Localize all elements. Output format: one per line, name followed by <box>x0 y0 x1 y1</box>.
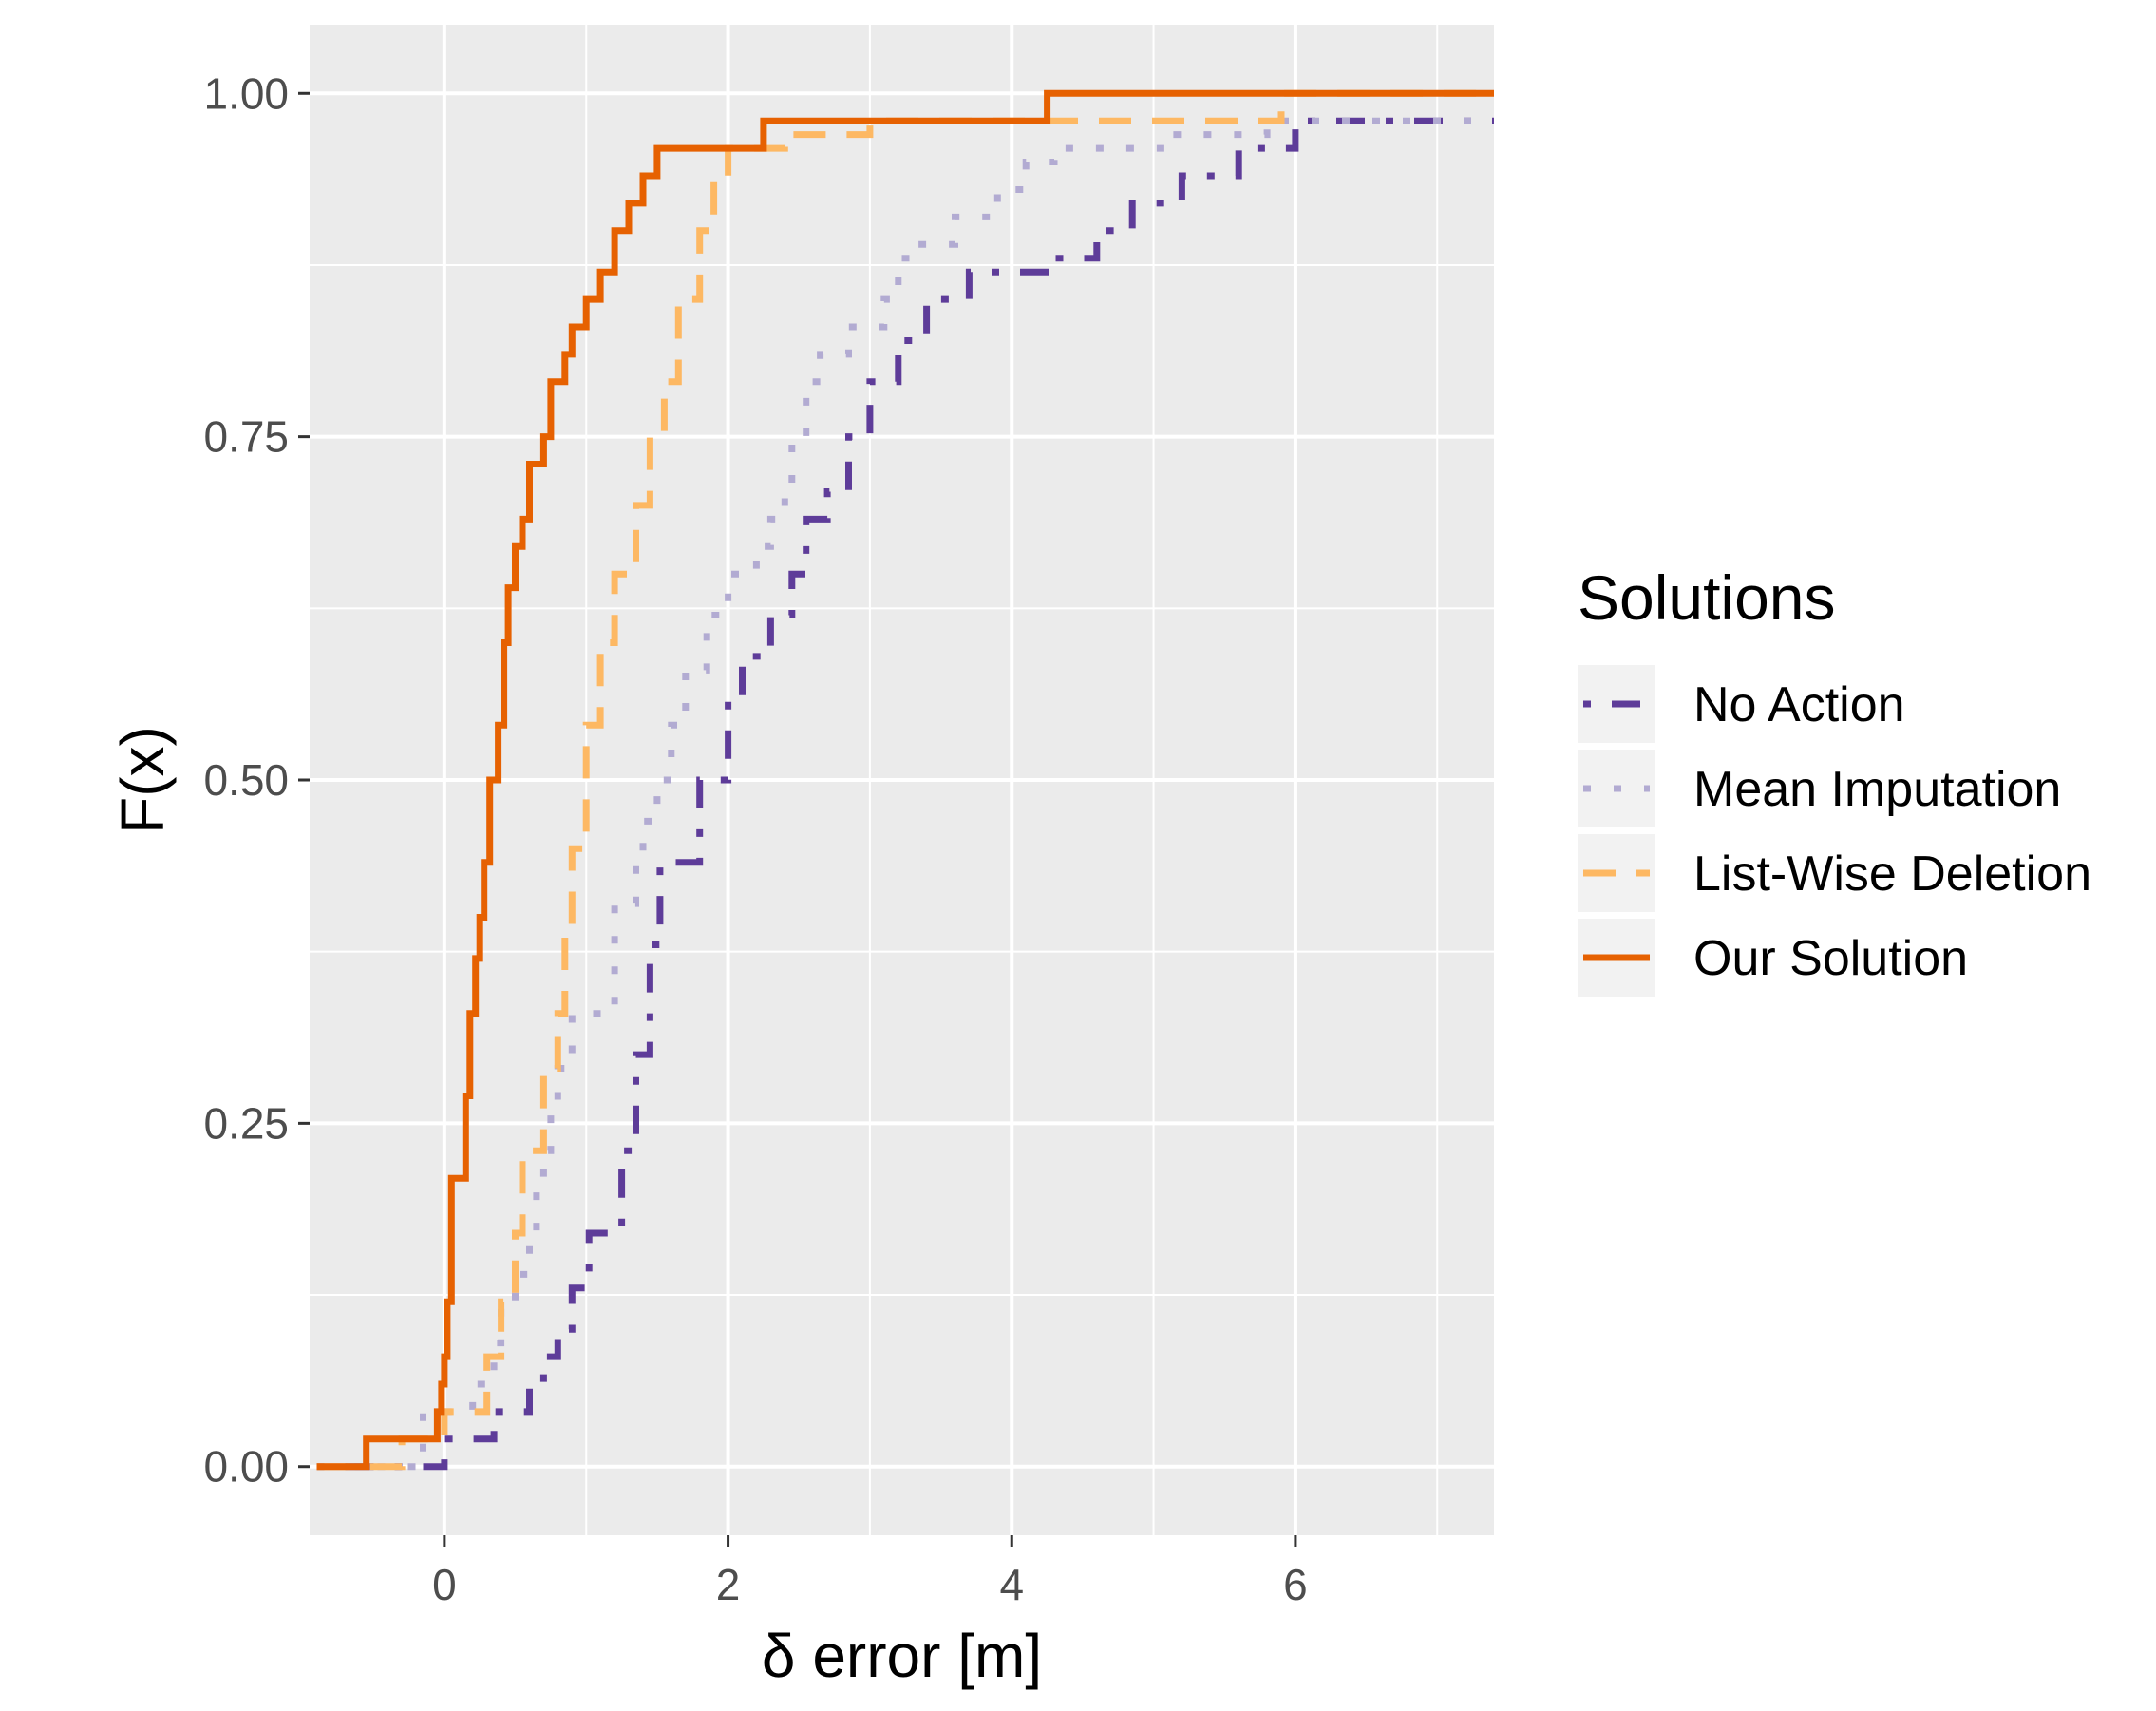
y-tick-label: 0.50 <box>203 755 289 805</box>
legend-label-mean-imputation: Mean Imputation <box>1693 762 2061 817</box>
y-tick-label: 0.25 <box>203 1098 289 1148</box>
legend-title: Solutions <box>1578 562 1836 633</box>
x-axis-title: δ error [m] <box>762 1622 1042 1690</box>
x-axis: 0 2 4 6 <box>432 1535 1308 1609</box>
x-tick-label: 2 <box>716 1560 741 1609</box>
legend-items: No Action Mean Imputation List-Wise Deleti… <box>1578 665 2091 997</box>
series-line-our-solution <box>316 89 1494 1471</box>
legend-label-no-action: No Action <box>1693 677 1905 732</box>
y-axis: 0.00 0.25 0.50 0.75 1.00 <box>203 68 310 1492</box>
y-tick-label: 1.00 <box>203 68 289 118</box>
series-layer <box>316 89 1494 1471</box>
y-tick-label: 0.00 <box>203 1442 289 1492</box>
x-tick-label: 6 <box>1283 1560 1308 1609</box>
legend-label-our-solution: Our Solution <box>1693 931 1968 986</box>
y-tick-label: 0.75 <box>203 412 289 462</box>
x-tick-label: 4 <box>999 1560 1024 1609</box>
legend: Solutions No Action Mean Imputation List-W… <box>1578 562 2091 997</box>
x-tick-label: 0 <box>432 1560 457 1609</box>
y-axis-title: F(x) <box>108 726 177 834</box>
legend-label-list-wise-deletion: List-Wise Deletion <box>1693 846 2091 902</box>
series-line-mean-imputation <box>316 117 1494 1471</box>
